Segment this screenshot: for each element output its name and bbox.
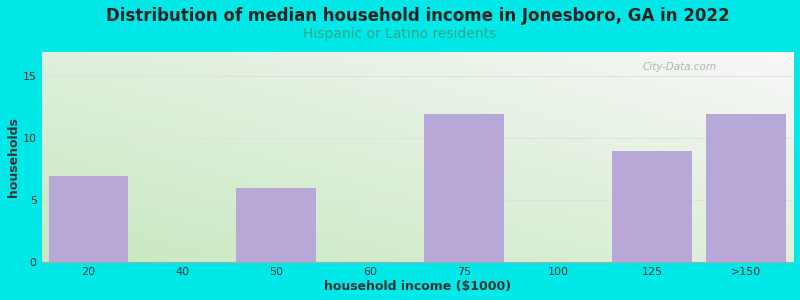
Bar — [612, 151, 692, 262]
Bar — [706, 113, 786, 262]
X-axis label: household income ($1000): household income ($1000) — [324, 280, 511, 293]
Bar — [49, 176, 129, 262]
Title: Distribution of median household income in Jonesboro, GA in 2022: Distribution of median household income … — [106, 7, 729, 25]
Bar — [424, 113, 504, 262]
Text: Hispanic or Latino residents: Hispanic or Latino residents — [303, 27, 497, 41]
Bar — [237, 188, 316, 262]
Y-axis label: households: households — [7, 117, 20, 197]
Text: City-Data.com: City-Data.com — [642, 62, 717, 72]
